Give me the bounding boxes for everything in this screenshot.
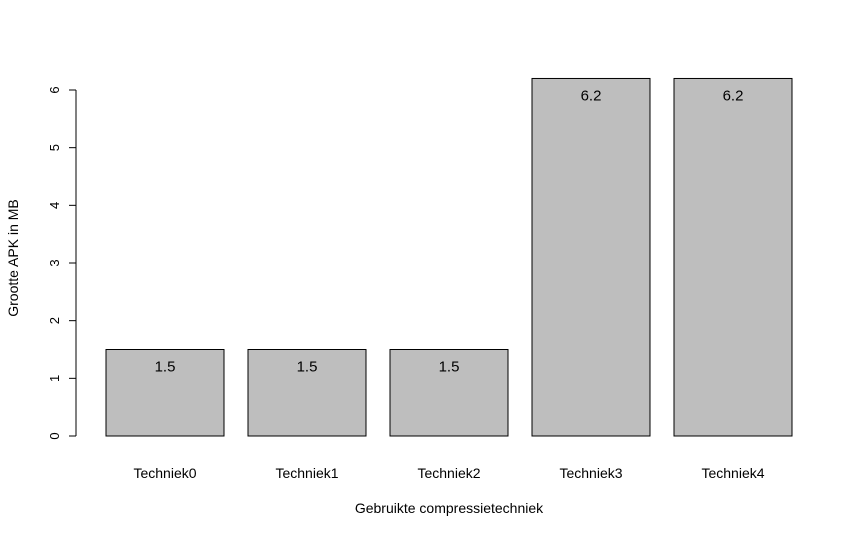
bar-value-label: 6.2 — [581, 87, 602, 104]
bar-techniek0 — [105, 349, 225, 437]
y-tick-label: 5 — [47, 144, 62, 151]
bar-value-label: 1.5 — [155, 359, 176, 376]
y-tick-label: 1 — [47, 375, 62, 382]
x-tick-label: Techniek0 — [133, 465, 196, 481]
x-tick-label: Techniek4 — [701, 465, 764, 481]
x-tick-label: Techniek1 — [275, 465, 338, 481]
x-tick-label: Techniek3 — [559, 465, 622, 481]
y-tick-label: 4 — [47, 202, 62, 209]
y-tick-label: 0 — [47, 432, 62, 439]
y-axis: 0 1 2 3 4 5 6 — [47, 86, 77, 440]
bar-techniek4 — [673, 77, 793, 437]
bar-value-label: 6.2 — [723, 87, 744, 104]
x-tick-labels-group: Techniek0 Techniek1 Techniek2 Techniek3 Tech… — [133, 465, 764, 481]
y-tick-label: 2 — [47, 317, 62, 324]
bar-labels-group: 1.5 1.5 1.5 6.2 6.2 — [155, 87, 744, 375]
x-tick-label: Techniek2 — [417, 465, 480, 481]
y-tick-label: 3 — [47, 259, 62, 266]
y-axis-title: Grootte APK in MB — [5, 199, 21, 317]
y-tick-label: 6 — [47, 86, 62, 93]
bars-group — [105, 77, 793, 437]
bar-value-label: 1.5 — [297, 359, 318, 376]
bar-techniek2 — [389, 349, 509, 437]
bar-value-label: 1.5 — [439, 359, 460, 376]
bar-techniek3 — [531, 77, 651, 437]
bar-techniek1 — [247, 349, 367, 437]
x-axis-title: Gebruikte compressietechniek — [355, 500, 544, 516]
